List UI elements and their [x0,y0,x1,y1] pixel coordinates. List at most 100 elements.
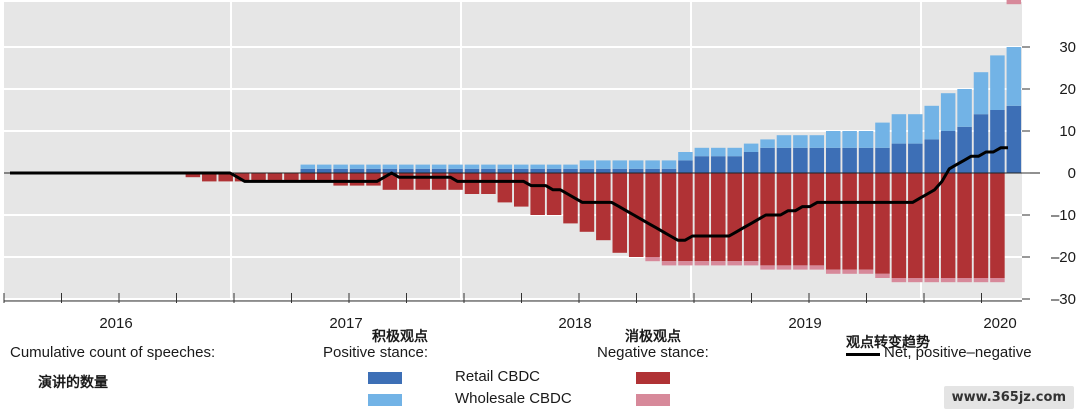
bar-positive-retail [924,139,939,173]
bar-negative-wholesale [891,278,907,283]
x-tick-label: 2017 [329,315,362,332]
bar-negative-wholesale [694,261,710,266]
y-tick-label: 20 [1059,81,1076,98]
bar-negative-retail [514,173,529,207]
bar-positive-wholesale [957,89,972,127]
bar-positive-wholesale [645,160,660,169]
bar-positive-wholesale [875,122,890,148]
bar-negative-retail [284,173,299,182]
bar-positive-retail [727,156,742,173]
bar-negative-retail [431,173,447,190]
legend-retail-label: Retail CBDC [455,368,541,385]
bar-positive-wholesale [579,160,595,169]
net-line [10,146,1008,242]
bar-positive-wholesale [349,164,365,169]
bar-negative-retail [464,173,480,194]
bar-negative-retail [333,173,348,186]
legend-positive-wholesale-swatch [368,394,402,406]
bar-positive-retail [579,168,595,173]
bar-positive-wholesale [612,160,628,169]
bar-positive-wholesale [300,164,316,169]
bar-positive-wholesale [431,164,447,169]
bar-negative-wholesale [793,265,808,270]
bar-negative-retail [957,173,972,278]
x-tick-label: 2019 [788,315,821,332]
bar-positive-wholesale [973,72,989,115]
bar-positive-wholesale [415,164,430,169]
bar-positive-retail [842,147,857,173]
bar-negative-retail [711,173,726,262]
bar-negative-retail [234,173,250,182]
bar-positive-wholesale [497,164,513,169]
bar-positive-retail [891,143,907,173]
bar-positive-retail [645,168,660,173]
bar-positive-retail [825,147,841,173]
bar-negative-wholesale [743,261,759,266]
bar-positive-retail [694,156,710,173]
legend-positive-retail-swatch [368,372,402,384]
bar-negative-wholesale [727,261,742,266]
bar-negative-retail [202,173,217,182]
bar-positive-retail [793,147,808,173]
y-tick-label: –20 [1051,249,1076,266]
bar-positive-wholesale [399,164,414,169]
bar-negative-retail [185,173,201,178]
bar-positive-wholesale [1006,47,1022,106]
legend-positive-label: Positive stance: [323,344,429,361]
bar-positive-wholesale [448,164,463,169]
bar-positive-retail [809,147,825,173]
bar-negative-wholesale [842,269,857,274]
legend-net-swatch [846,353,880,356]
bar-positive-retail [875,147,890,173]
bar-positive-retail [973,114,989,173]
bar-negative-wholesale [940,278,956,283]
bar-negative-wholesale [1006,0,1022,5]
bar-positive-wholesale [694,147,710,157]
bar-negative-retail [661,173,677,262]
bar-negative-retail [612,173,628,253]
bar-positive-retail [415,168,430,173]
bar-negative-wholesale [760,265,775,270]
y-tick-label: –10 [1051,207,1076,224]
bar-negative-wholesale [645,257,660,262]
bar-positive-wholesale [481,164,496,169]
bar-negative-retail [940,173,956,278]
bar-negative-wholesale [776,265,792,270]
bar-negative-wholesale [809,265,825,270]
bar-negative-retail [349,173,365,186]
bar-negative-retail [809,173,825,266]
bar-positive-retail [711,156,726,173]
bar-positive-retail [678,160,693,173]
bar-positive-wholesale [316,164,332,169]
bar-positive-retail [858,147,874,173]
bar-positive-wholesale [891,114,907,144]
bar-negative-retail [481,173,496,194]
bar-positive-wholesale [809,135,825,148]
bar-negative-retail [793,173,808,266]
legend-negative-wholesale-swatch [636,394,670,406]
bar-negative-wholesale [957,278,972,283]
bar-negative-retail [546,173,562,215]
bar-positive-retail [464,168,480,173]
bar-positive-wholesale [858,131,874,148]
bar-positive-wholesale [382,164,398,169]
bar-negative-retail [300,173,316,182]
bar-positive-wholesale [530,164,545,169]
bar-negative-wholesale [661,261,677,266]
bar-negative-retail [842,173,857,270]
bar-negative-retail [891,173,907,278]
bar-positive-wholesale [842,131,857,148]
bar-positive-wholesale [678,152,693,161]
bar-positive-wholesale [464,164,480,169]
bar-negative-retail [990,173,1005,278]
y-tick-label: 10 [1059,123,1076,140]
bar-negative-wholesale [990,278,1005,283]
bar-positive-retail [957,126,972,173]
bar-negative-retail [218,173,233,182]
bar-negative-retail [251,173,266,182]
bar-positive-retail [760,147,775,173]
bar-positive-retail [628,168,644,173]
bar-negative-retail [497,173,513,203]
bar-positive-wholesale [727,147,742,157]
